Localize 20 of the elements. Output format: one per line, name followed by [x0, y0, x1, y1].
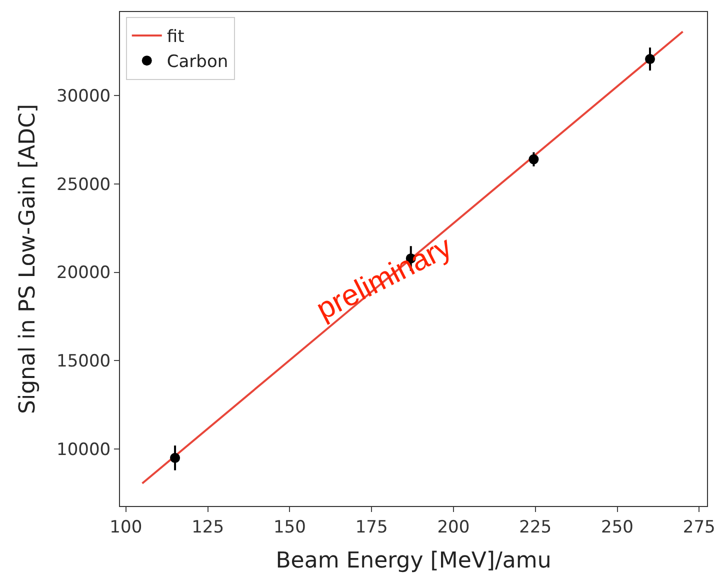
- x-tick-label: 200: [437, 517, 470, 538]
- y-tick-label: 15000: [56, 352, 111, 372]
- y-tick-label: 20000: [56, 263, 111, 284]
- point: [645, 54, 655, 64]
- x-tick-label: 150: [273, 517, 306, 538]
- point: [528, 154, 539, 164]
- x-tick-label: 250: [601, 517, 634, 538]
- legend-label: Carbon: [166, 52, 228, 72]
- point: [170, 452, 180, 463]
- y-tick-label: 30000: [56, 86, 111, 106]
- y-axis-title: Signal in PS Low-Gain [ADC]: [15, 104, 40, 414]
- legend-label: fit: [166, 27, 185, 48]
- y-tick-label: 10000: [56, 440, 111, 460]
- x-tick-label: 175: [355, 517, 388, 538]
- x-axis-title: Beam Energy [MeV]/amu: [276, 548, 552, 574]
- x-tick-label: 225: [519, 517, 552, 538]
- x-tick-label: 125: [192, 517, 224, 538]
- x-tick-label: 275: [682, 517, 716, 538]
- y-tick-label: 25000: [56, 174, 111, 195]
- x-tick-label: 100: [110, 517, 142, 538]
